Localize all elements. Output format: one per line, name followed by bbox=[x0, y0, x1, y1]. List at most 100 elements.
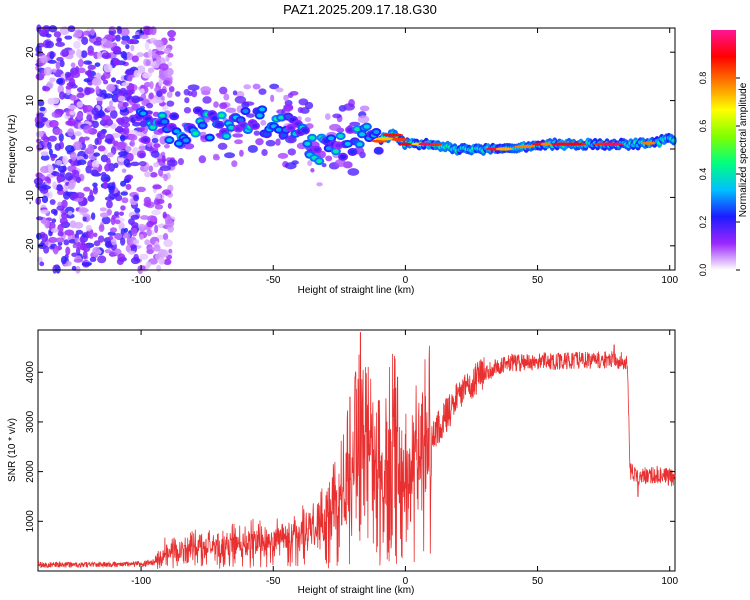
noise-blob bbox=[69, 110, 76, 116]
noise-blob bbox=[111, 77, 116, 83]
noise-blob bbox=[168, 37, 175, 42]
noise-blob bbox=[106, 83, 116, 92]
scatter-blob bbox=[307, 160, 313, 167]
noise-blob bbox=[120, 180, 127, 187]
noise-blob bbox=[84, 87, 91, 96]
noise-blob bbox=[128, 134, 138, 141]
noise-blob bbox=[111, 238, 117, 246]
noise-blob bbox=[40, 165, 50, 174]
ridge-core bbox=[211, 116, 218, 121]
noise-blob bbox=[136, 186, 146, 193]
ridge-core bbox=[218, 113, 225, 118]
noise-blob bbox=[67, 128, 75, 137]
ridge-core bbox=[344, 141, 351, 146]
ridge-peak bbox=[551, 142, 570, 146]
noise-blob bbox=[82, 125, 93, 134]
ridge-core bbox=[216, 122, 223, 127]
noise-blob bbox=[107, 231, 116, 236]
noise-blob bbox=[94, 138, 99, 146]
noise-blob bbox=[122, 102, 129, 107]
noise-blob bbox=[167, 30, 177, 38]
noise-blob bbox=[66, 213, 75, 219]
noise-blob bbox=[50, 154, 56, 162]
noise-blob bbox=[123, 232, 131, 239]
noise-blob bbox=[158, 78, 163, 87]
noise-blob bbox=[73, 141, 83, 151]
noise-blob bbox=[106, 34, 113, 40]
noise-blob bbox=[99, 207, 107, 212]
noise-blob bbox=[33, 177, 44, 186]
snr-panel: -100 -50 0 50 100 1000 2000 3000 4000 Height of… bbox=[7, 329, 678, 596]
x-tick-label: 100 bbox=[661, 275, 678, 286]
noise-blob bbox=[89, 256, 97, 263]
noise-blob bbox=[110, 216, 116, 226]
noise-blob bbox=[152, 184, 162, 190]
noise-blob bbox=[65, 145, 75, 153]
y-tick-label: -10 bbox=[25, 190, 36, 205]
scatter-blob bbox=[283, 104, 294, 112]
noise-blob bbox=[139, 233, 144, 240]
ridge-core bbox=[354, 127, 361, 132]
ridge-core bbox=[316, 159, 323, 164]
ridge-core bbox=[199, 123, 206, 128]
scatter-blob bbox=[150, 150, 160, 158]
scatter-blob bbox=[283, 94, 289, 102]
noise-blob bbox=[148, 92, 154, 100]
noise-blob bbox=[87, 194, 95, 202]
noise-blob bbox=[108, 100, 113, 107]
noise-blob bbox=[35, 216, 44, 221]
ridge-core bbox=[175, 141, 182, 146]
noise-blob bbox=[63, 239, 70, 246]
scatter-blob bbox=[183, 107, 192, 114]
noise-blob bbox=[44, 219, 50, 229]
ridge-core bbox=[313, 147, 320, 152]
x-tick-label: -50 bbox=[266, 576, 281, 587]
spectrogram-heatmap bbox=[33, 24, 677, 275]
noise-blob bbox=[65, 246, 71, 256]
noise-blob bbox=[132, 35, 142, 40]
scatter-blob bbox=[234, 95, 247, 104]
noise-blob bbox=[91, 159, 100, 169]
noise-blob bbox=[40, 209, 50, 214]
colorbar-ticks: 0.0 0.2 0.4 0.6 0.8 bbox=[698, 72, 740, 276]
scatter-blob bbox=[166, 159, 178, 167]
noise-blob bbox=[89, 189, 94, 199]
noise-blob bbox=[46, 177, 52, 184]
noise-blob bbox=[87, 143, 94, 153]
noise-blob bbox=[97, 235, 105, 243]
noise-blob bbox=[54, 237, 65, 243]
noise-blob bbox=[110, 146, 117, 155]
noise-blob bbox=[56, 78, 64, 85]
ridge-peak bbox=[382, 133, 404, 137]
ridge-core bbox=[359, 132, 366, 137]
noise-blob bbox=[57, 241, 63, 246]
noise-blob bbox=[167, 52, 174, 58]
noise-blob bbox=[146, 228, 152, 237]
noise-blob bbox=[82, 153, 89, 160]
scatter-blob bbox=[321, 162, 327, 168]
ridge-peak bbox=[514, 145, 535, 149]
noise-blob bbox=[93, 232, 98, 238]
noise-blob bbox=[55, 159, 63, 166]
snr-series-line bbox=[37, 332, 676, 570]
noise-blob bbox=[48, 120, 59, 128]
noise-blob bbox=[81, 262, 92, 267]
noise-blob bbox=[168, 85, 175, 93]
noise-blob bbox=[73, 221, 84, 229]
noise-blob bbox=[130, 214, 140, 220]
ridge-core bbox=[301, 128, 308, 133]
noise-blob bbox=[162, 232, 169, 241]
noise-blob bbox=[144, 171, 151, 178]
noise-blob bbox=[67, 210, 73, 216]
scatter-blob bbox=[359, 105, 370, 112]
y-tick-label: 3000 bbox=[25, 410, 36, 433]
noise-blob bbox=[97, 255, 107, 264]
noise-blob bbox=[138, 127, 146, 132]
noise-blob bbox=[108, 185, 115, 195]
noise-blob bbox=[153, 244, 161, 252]
noise-blob bbox=[119, 87, 127, 95]
noise-blob bbox=[147, 67, 155, 73]
noise-blob bbox=[131, 227, 138, 237]
